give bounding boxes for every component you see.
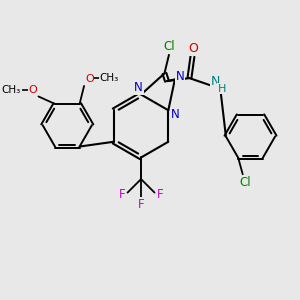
Text: O: O (188, 42, 198, 55)
Text: N: N (134, 81, 143, 94)
Text: N: N (170, 108, 179, 121)
Text: N: N (176, 70, 184, 83)
Text: O: O (85, 74, 94, 84)
Text: F: F (119, 188, 125, 201)
Text: CH₃: CH₃ (2, 85, 21, 95)
Text: F: F (157, 188, 163, 201)
Text: N: N (211, 75, 220, 88)
Text: F: F (138, 198, 144, 211)
Text: O: O (29, 85, 38, 95)
Text: H: H (218, 84, 226, 94)
Text: CH₃: CH₃ (99, 73, 119, 83)
Text: Cl: Cl (239, 176, 250, 189)
Text: Cl: Cl (164, 40, 176, 53)
